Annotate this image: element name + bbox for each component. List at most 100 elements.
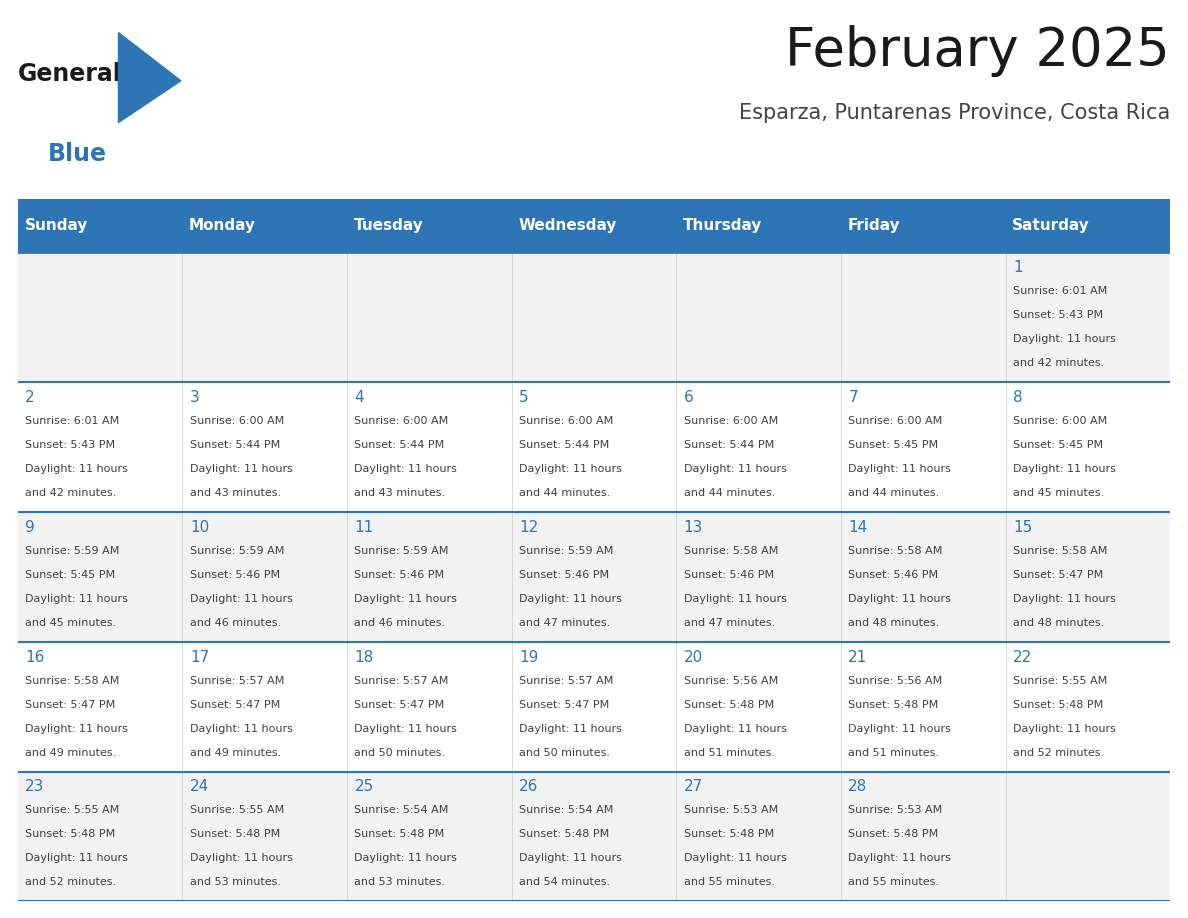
Text: Sunrise: 5:56 AM: Sunrise: 5:56 AM	[848, 676, 942, 686]
Text: and 42 minutes.: and 42 minutes.	[1013, 358, 1104, 368]
Bar	[183, 512, 347, 642]
Text: Daylight: 11 hours: Daylight: 11 hours	[190, 594, 292, 604]
Text: Sunrise: 6:00 AM: Sunrise: 6:00 AM	[684, 416, 778, 426]
Bar	[18, 772, 183, 901]
Text: 6: 6	[684, 390, 694, 405]
Text: and 45 minutes.: and 45 minutes.	[1013, 488, 1104, 498]
Bar	[676, 382, 841, 512]
Text: Sunset: 5:43 PM: Sunset: 5:43 PM	[1013, 310, 1104, 320]
Bar	[1005, 382, 1170, 512]
Text: Sunrise: 5:57 AM: Sunrise: 5:57 AM	[354, 676, 449, 686]
Text: 25: 25	[354, 779, 374, 794]
Text: 5: 5	[519, 390, 529, 405]
Text: Friday: Friday	[847, 218, 901, 233]
Text: 27: 27	[684, 779, 703, 794]
Text: Thursday: Thursday	[683, 218, 763, 233]
Bar	[676, 512, 841, 642]
Text: Sunset: 5:47 PM: Sunset: 5:47 PM	[1013, 570, 1104, 580]
Text: and 51 minutes.: and 51 minutes.	[684, 747, 775, 757]
Bar	[512, 772, 676, 901]
Text: 26: 26	[519, 779, 538, 794]
Text: 2: 2	[25, 390, 34, 405]
Text: 22: 22	[1013, 650, 1032, 665]
Text: 8: 8	[1013, 390, 1023, 405]
Text: Sunrise: 5:56 AM: Sunrise: 5:56 AM	[684, 676, 778, 686]
Text: and 47 minutes.: and 47 minutes.	[519, 618, 611, 628]
Text: Sunset: 5:47 PM: Sunset: 5:47 PM	[25, 700, 115, 710]
Bar	[841, 199, 1005, 252]
Text: Monday: Monday	[189, 218, 257, 233]
Text: Daylight: 11 hours: Daylight: 11 hours	[848, 464, 952, 474]
Text: General: General	[18, 62, 121, 85]
Bar	[347, 512, 512, 642]
Text: Sunset: 5:43 PM: Sunset: 5:43 PM	[25, 440, 115, 450]
Bar	[841, 252, 1005, 382]
Text: Daylight: 11 hours: Daylight: 11 hours	[1013, 464, 1116, 474]
Text: Tuesday: Tuesday	[354, 218, 423, 233]
Text: Sunset: 5:48 PM: Sunset: 5:48 PM	[848, 830, 939, 839]
Text: Sunrise: 5:53 AM: Sunrise: 5:53 AM	[684, 805, 778, 815]
Text: Daylight: 11 hours: Daylight: 11 hours	[1013, 723, 1116, 733]
Text: Daylight: 11 hours: Daylight: 11 hours	[354, 464, 457, 474]
Text: and 49 minutes.: and 49 minutes.	[190, 747, 282, 757]
Text: and 52 minutes.: and 52 minutes.	[25, 878, 116, 888]
Text: Sunrise: 5:59 AM: Sunrise: 5:59 AM	[190, 546, 284, 555]
Text: Sunrise: 5:58 AM: Sunrise: 5:58 AM	[25, 676, 120, 686]
Bar	[841, 642, 1005, 772]
Text: Sunset: 5:44 PM: Sunset: 5:44 PM	[190, 440, 280, 450]
Bar	[18, 199, 183, 252]
Text: 12: 12	[519, 520, 538, 535]
Text: and 50 minutes.: and 50 minutes.	[519, 747, 611, 757]
Text: Daylight: 11 hours: Daylight: 11 hours	[848, 723, 952, 733]
Text: 10: 10	[190, 520, 209, 535]
Text: and 50 minutes.: and 50 minutes.	[354, 747, 446, 757]
Bar	[18, 382, 183, 512]
Text: 23: 23	[25, 779, 45, 794]
Text: Daylight: 11 hours: Daylight: 11 hours	[25, 464, 128, 474]
Text: Daylight: 11 hours: Daylight: 11 hours	[25, 594, 128, 604]
Text: Sunrise: 6:01 AM: Sunrise: 6:01 AM	[25, 416, 120, 426]
Bar	[347, 772, 512, 901]
Bar	[18, 642, 183, 772]
Bar	[183, 772, 347, 901]
Text: and 46 minutes.: and 46 minutes.	[354, 618, 446, 628]
Text: and 48 minutes.: and 48 minutes.	[848, 618, 940, 628]
Text: and 48 minutes.: and 48 minutes.	[1013, 618, 1104, 628]
Bar	[347, 642, 512, 772]
Text: Daylight: 11 hours: Daylight: 11 hours	[190, 854, 292, 864]
Text: Sunset: 5:45 PM: Sunset: 5:45 PM	[25, 570, 115, 580]
Text: Sunrise: 6:00 AM: Sunrise: 6:00 AM	[1013, 416, 1107, 426]
Bar	[18, 512, 183, 642]
Text: 3: 3	[190, 390, 200, 405]
Text: and 44 minutes.: and 44 minutes.	[848, 488, 940, 498]
Text: Sunset: 5:48 PM: Sunset: 5:48 PM	[354, 830, 444, 839]
Text: Sunset: 5:46 PM: Sunset: 5:46 PM	[519, 570, 609, 580]
Text: and 55 minutes.: and 55 minutes.	[684, 878, 775, 888]
Text: 24: 24	[190, 779, 209, 794]
Text: Daylight: 11 hours: Daylight: 11 hours	[190, 464, 292, 474]
Text: Sunset: 5:48 PM: Sunset: 5:48 PM	[25, 830, 115, 839]
Text: Sunset: 5:48 PM: Sunset: 5:48 PM	[519, 830, 609, 839]
Text: Sunrise: 5:55 AM: Sunrise: 5:55 AM	[1013, 676, 1107, 686]
Text: Daylight: 11 hours: Daylight: 11 hours	[190, 723, 292, 733]
Text: Sunset: 5:47 PM: Sunset: 5:47 PM	[519, 700, 609, 710]
Bar	[1005, 512, 1170, 642]
Text: Sunrise: 6:01 AM: Sunrise: 6:01 AM	[1013, 286, 1107, 297]
Text: 13: 13	[684, 520, 703, 535]
Text: Daylight: 11 hours: Daylight: 11 hours	[848, 594, 952, 604]
Text: Blue: Blue	[48, 142, 107, 166]
Bar	[18, 252, 183, 382]
Text: Sunset: 5:46 PM: Sunset: 5:46 PM	[684, 570, 773, 580]
Text: Sunset: 5:48 PM: Sunset: 5:48 PM	[684, 700, 773, 710]
Text: Sunrise: 5:53 AM: Sunrise: 5:53 AM	[848, 805, 942, 815]
Text: Sunrise: 6:00 AM: Sunrise: 6:00 AM	[848, 416, 942, 426]
Bar	[676, 199, 841, 252]
Text: Sunrise: 5:55 AM: Sunrise: 5:55 AM	[25, 805, 120, 815]
Text: 28: 28	[848, 779, 867, 794]
Bar	[1005, 252, 1170, 382]
Bar	[512, 382, 676, 512]
Text: Sunset: 5:48 PM: Sunset: 5:48 PM	[190, 830, 280, 839]
Bar	[676, 772, 841, 901]
Bar	[841, 772, 1005, 901]
Text: Daylight: 11 hours: Daylight: 11 hours	[684, 854, 786, 864]
